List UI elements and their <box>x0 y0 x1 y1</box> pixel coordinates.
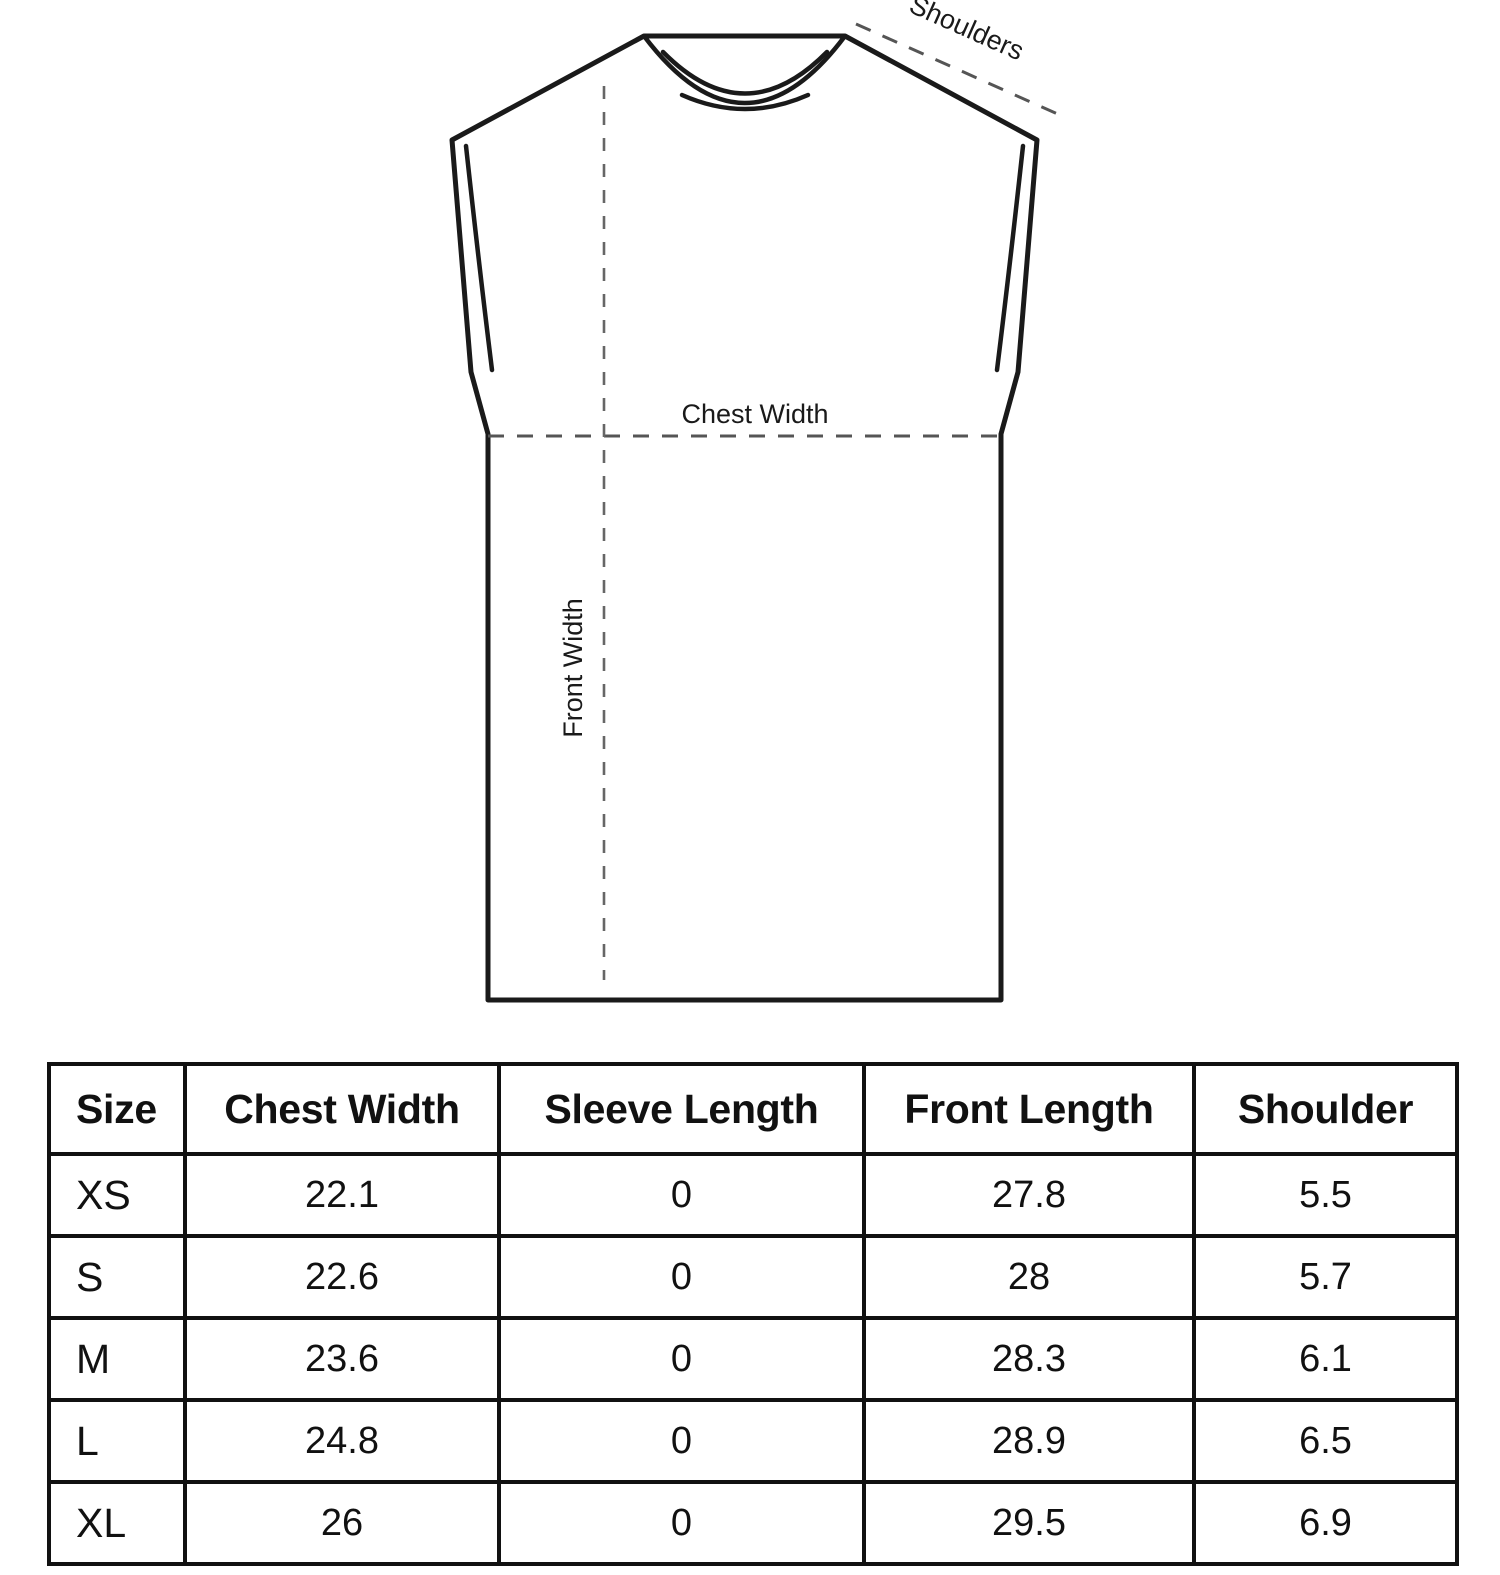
table-row: S 22.6 0 28 5.7 <box>47 1234 1459 1320</box>
column-header-size: Size <box>47 1062 187 1156</box>
armhole-binding-left <box>463 143 495 373</box>
cell-chest-width: 24.8 <box>183 1398 501 1484</box>
cell-size: L <box>47 1398 187 1484</box>
shoulders-label: Shoulders <box>905 0 1028 66</box>
cell-shoulder: 6.1 <box>1192 1316 1459 1402</box>
cell-chest-width: 23.6 <box>183 1316 501 1402</box>
cell-front-length: 28.3 <box>862 1316 1196 1402</box>
column-header-chest-width: Chest Width <box>183 1062 501 1156</box>
table-row: XS 22.1 0 27.8 5.5 <box>47 1152 1459 1238</box>
chest-width-label: Chest Width <box>681 399 828 429</box>
cell-chest-width: 22.1 <box>183 1152 501 1238</box>
size-chart-table: Size Chest Width Sleeve Length Front Len… <box>47 1062 1459 1566</box>
cell-shoulder: 5.5 <box>1192 1152 1459 1238</box>
table-row: XL 26 0 29.5 6.9 <box>47 1480 1459 1566</box>
table-row: M 23.6 0 28.3 6.1 <box>47 1316 1459 1402</box>
cell-front-length: 28 <box>862 1234 1196 1320</box>
garment-diagram: Chest Width Front Width Shoulders <box>449 0 1063 1003</box>
table-row: L 24.8 0 28.9 6.5 <box>47 1398 1459 1484</box>
cell-front-length: 27.8 <box>862 1152 1196 1238</box>
collar-inner-lip-arc <box>679 92 811 112</box>
cell-shoulder: 5.7 <box>1192 1234 1459 1320</box>
cell-front-length: 28.9 <box>862 1398 1196 1484</box>
column-header-shoulder: Shoulder <box>1192 1062 1459 1156</box>
armhole-binding-right <box>994 143 1026 373</box>
cell-sleeve-length: 0 <box>497 1398 866 1484</box>
size-table-container: Size Chest Width Sleeve Length Front Len… <box>47 1062 1459 1566</box>
cell-shoulder: 6.5 <box>1192 1398 1459 1484</box>
cell-chest-width: 26 <box>183 1480 501 1566</box>
cell-chest-width: 22.6 <box>183 1234 501 1320</box>
cell-size: XL <box>47 1480 187 1566</box>
cell-shoulder: 6.9 <box>1192 1480 1459 1566</box>
shoulders-guide-line <box>855 22 1063 118</box>
neckline-outer-arc <box>641 33 848 106</box>
column-header-front-length: Front Length <box>862 1062 1196 1156</box>
cell-sleeve-length: 0 <box>497 1480 866 1566</box>
front-width-label: Front Width <box>558 598 588 738</box>
cell-size: XS <box>47 1152 187 1238</box>
column-header-sleeve-length: Sleeve Length <box>497 1062 866 1156</box>
table-header-row: Size Chest Width Sleeve Length Front Len… <box>47 1062 1459 1156</box>
garment-svg: Chest Width Front Width Shoulders <box>449 0 1063 1003</box>
cell-front-length: 29.5 <box>862 1480 1196 1566</box>
cell-size: M <box>47 1316 187 1402</box>
cell-size: S <box>47 1234 187 1320</box>
cell-sleeve-length: 0 <box>497 1234 866 1320</box>
collar-band-arc <box>660 49 830 96</box>
garment-body-outline <box>449 33 1040 1003</box>
cell-sleeve-length: 0 <box>497 1152 866 1238</box>
cell-sleeve-length: 0 <box>497 1316 866 1402</box>
